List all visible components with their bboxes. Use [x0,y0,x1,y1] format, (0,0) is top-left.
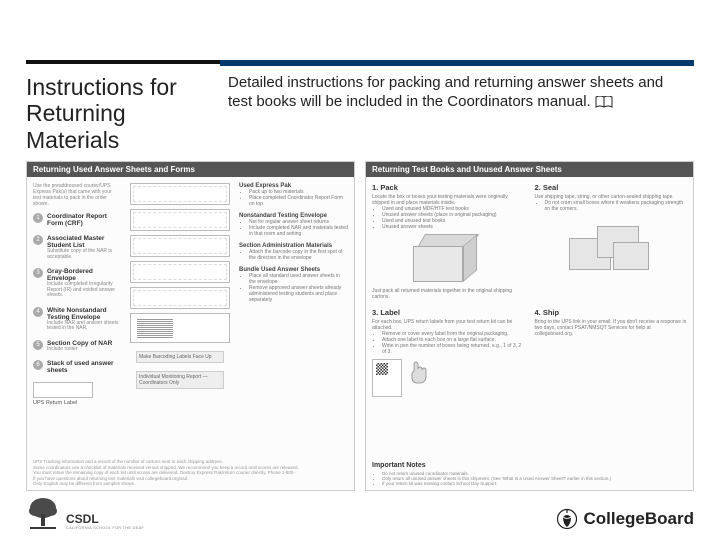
panel1-mid-col: Make Barcoding Labels Face Up Individual… [125,183,235,406]
right-block: Bundle Used Answer SheetsPlace all stand… [239,267,348,303]
panel2-row: 3. Label For each box, UPS return labels… [372,308,687,397]
step-label: 3. Label For each box, UPS return labels… [372,308,525,397]
bullet: Place completed Coordinator Report Form … [249,195,348,207]
panel1-right-col: Used Express PakPack up to two materials… [239,183,348,406]
panel2-header: Returning Test Books and Unused Answer S… [366,162,693,177]
step-title: Stack of used answer sheets [47,360,121,374]
step-ship: 4. Ship Bring to the UPS link in your em… [535,308,688,397]
list-item: 5Section Copy of NARInclude roster [33,340,121,353]
step-text: Bring to the UPS link in your email. If … [535,319,688,337]
step-n: 2 [535,183,539,192]
supply-label-text: UPS Return Label [33,400,121,406]
csdl-name: CSDL [66,513,144,525]
step-text: Locate the box or boxes your testing mat… [372,194,525,206]
list-item: 6 Stack of used answer sheets [33,360,121,374]
list-item: 3 Gray-Bordered EnvelopeInclude completed… [33,268,121,299]
step-sub: Include completed Irregularity Report (I… [47,282,121,299]
bullet: Attach the barcode copy in the first spo… [249,249,348,261]
step-number: 2 [33,235,43,245]
qr-label-graphic [372,359,402,397]
bullet: Place all standard used answer sheets in… [249,273,348,285]
bullet: Remove approved answer sheets already ad… [249,285,348,303]
panel1-intro: Use the preaddressed courier/UPS Express… [33,183,121,207]
step-n: 3 [372,308,376,317]
step-number: 6 [33,360,43,370]
collegeboard-logo-block: CollegeBoard [557,508,694,530]
rule-blue [220,60,694,66]
panel1-left-col: Use the preaddressed courier/UPS Express… [33,183,121,406]
step-pack: 1. Pack Locate the box or boxes your tes… [372,183,525,300]
panel-returning-testbooks: Returning Test Books and Unused Answer S… [365,161,694,491]
book-icon [595,95,613,114]
bullet: If your return kit was missing contact S… [382,481,687,486]
panel-returning-used: Returning Used Answer Sheets and Forms U… [26,161,355,491]
step-title: White Nonstandard Testing Envelope [47,307,121,321]
csdl-sub: CALIFORNIA SCHOOL FOR THE DEAF [66,525,144,530]
bullet: Include completed NAR and materials test… [249,225,348,237]
step-number: 4 [33,307,43,317]
slide: Instructions for Returning Materials Det… [0,0,720,540]
step-title: Seal [543,183,558,192]
panel2-body: 1. Pack Locate the box or boxes your tes… [366,177,693,411]
panel1-footer: UPS Tracking information and a record of… [33,459,348,486]
step-n: 4 [535,308,539,317]
step-sub: Substitute copy of the NAR is acceptable… [47,249,121,260]
important-title: Important Notes [372,462,687,469]
supply-label-graphic [33,382,93,398]
step-title: Gray-Bordered Envelope [47,268,121,282]
panels-row: Returning Used Answer Sheets and Forms U… [26,161,694,491]
panel1-body: Use the preaddressed courier/UPS Express… [27,177,354,412]
step-number: 5 [33,340,43,350]
slide-description: Detailed instructions for packing and re… [228,74,694,153]
stack-sheet-graphic [130,209,230,231]
list-item: 4 White Nonstandard Testing EnvelopeInclu… [33,307,121,332]
step-sub: Include NAR and answer sheets tested in … [47,321,121,332]
open-box-graphic [413,234,483,284]
hand-icon [408,359,430,385]
box-stack-graphic [569,216,653,274]
callout-box: Individual Monitoring Report — Coordinat… [136,371,224,389]
step-number: 3 [33,268,43,278]
bullet: Do not cram small boxes where it weakens… [545,200,688,212]
list-item: 2 Associated Master Student ListSubstitut… [33,235,121,260]
panel1-header: Returning Used Answer Sheets and Forms [27,162,354,177]
right-block: Used Express PakPack up to two materials… [239,183,348,207]
bullet: Unused answer sheets [382,224,525,230]
step-title: Associated Master Student List [47,235,121,249]
footer-line: Only English may be different from sampl… [33,481,348,486]
acorn-icon [557,508,577,530]
step-seal: 2. Seal Use shipping tape, string, or ot… [535,183,688,300]
slide-footer: CSDL CALIFORNIA SCHOOL FOR THE DEAF Coll… [26,496,694,530]
slide-title: Instructions for Returning Materials [26,74,204,153]
right-block: Section Administration MaterialsAttach t… [239,243,348,261]
list-item: 1 Coordinator Report Form (CRF) [33,213,121,227]
right-block: Nonstandard Testing EnvelopeNot for regu… [239,213,348,237]
bullet: Write in pen the number of boxes being r… [382,343,525,355]
step-title: Label [380,308,400,317]
stack-sheet-graphic [130,235,230,257]
csdl-logo-block: CSDL CALIFORNIA SCHOOL FOR THE DEAF [26,496,144,530]
step-text: For each box, UPS return labels from you… [372,319,525,331]
callout-box: Make Barcoding Labels Face Up [136,351,224,363]
step-sub: Include roster [47,347,112,353]
stack-sheet-graphic [130,261,230,283]
barcode-sheet-graphic [130,313,230,343]
step-number: 1 [33,213,43,223]
step-title: Coordinator Report Form (CRF) [47,213,121,227]
collegeboard-name: CollegeBoard [583,509,694,529]
step-note: Just pack all returned materials togethe… [372,288,525,300]
stack-sheet-graphic [130,287,230,309]
tree-icon [26,496,60,530]
step-title: Ship [543,308,559,317]
step-n: 1 [372,183,376,192]
stack-sheet-graphic [130,183,230,205]
header-row: Instructions for Returning Materials Det… [26,74,694,153]
panel2-row: 1. Pack Locate the box or boxes your tes… [372,183,687,300]
important-notes: Important Notes Do not return unused coo… [372,462,687,486]
step-title: Pack [380,183,398,192]
